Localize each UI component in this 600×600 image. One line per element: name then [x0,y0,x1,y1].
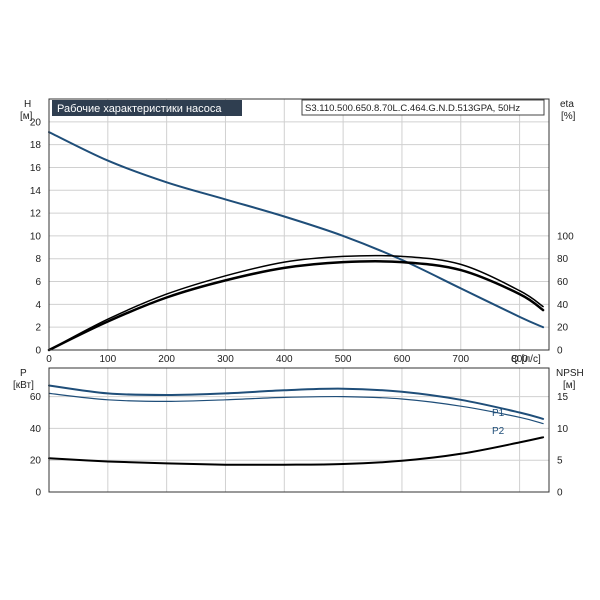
y-left-label: H [24,99,31,110]
bottom-plot-grid [48,368,549,493]
chart-title: Рабочие характеристики насоса [57,103,222,115]
npsh-tick-label: 0 [557,488,563,499]
power-axis-unit: [кВт] [13,380,34,391]
x-tick-label: 800 [511,354,528,365]
model-label: S3.110.500.650.8.70L.C.464.G.N.D.513GPA,… [305,103,520,114]
power-tick-label: 60 [30,392,42,403]
y-right-label: eta [560,99,574,110]
efficiency-curve-inner [47,260,545,352]
top-plot-grid [48,99,549,351]
chart-title-background [52,100,242,116]
x-tick-label: 200 [158,354,175,365]
npsh-tick-label: 5 [557,456,563,467]
x-tick-label: 0 [46,354,52,365]
head-curve [48,131,545,329]
power-tick-label: 40 [30,424,42,435]
y-left-tick-label: 10 [30,231,42,242]
power-p2-curve [48,392,544,425]
tick-labels: 0 100 200 300 400 500 600 700 800024681012141618… [30,117,574,498]
efficiency-curve-outer [48,254,544,351]
y-right-tick-label: 60 [557,277,569,288]
y-right-tick-label: 0 [557,346,563,357]
y-left-tick-label: 6 [35,277,41,288]
y-right-tick-label: 20 [557,323,569,334]
x-tick-label: 500 [335,354,352,365]
x-axis-label: Q [л/с] [511,354,541,365]
power-tick-label: 20 [30,456,42,467]
y-left-unit: [м] [20,111,33,122]
y-left-tick-label: 2 [35,323,41,334]
power-axis-label: P [20,368,27,379]
series-label-p1: P1 [492,408,505,419]
x-tick-label: 400 [276,354,293,365]
y-left-tick-label: 16 [30,163,42,174]
y-left-tick-label: 18 [30,140,42,151]
series-layer [47,131,545,466]
model-label-box [301,99,545,116]
npsh-tick-label: 15 [557,392,569,403]
y-left-tick-label: 14 [30,186,42,197]
y-right-tick-label: 80 [557,254,569,265]
y-right-unit: [%] [561,111,576,122]
power-tick-label: 0 [35,488,41,499]
x-tick-label: 600 [394,354,411,365]
top-plot-frame [48,98,550,351]
x-tick-label: 100 [99,354,116,365]
y-left-tick-label: 4 [35,300,41,311]
y-left-tick-label: 20 [30,117,42,128]
npsh-curve [48,436,545,466]
power-p1-curve [48,384,545,420]
y-right-tick-label: 40 [557,300,569,311]
npsh-axis-label: NPSH [556,368,584,379]
y-left-tick-label: 0 [35,346,41,357]
series-label-p2: P2 [492,426,505,437]
y-left-tick-label: 8 [35,254,41,265]
y-right-tick-label: 100 [557,231,574,242]
npsh-axis-unit: [м] [563,380,576,391]
y-left-tick-label: 12 [30,209,42,220]
npsh-tick-label: 10 [557,424,569,435]
bottom-plot-frame [48,367,550,493]
x-tick-label: 300 [217,354,234,365]
x-tick-label: 700 [452,354,469,365]
